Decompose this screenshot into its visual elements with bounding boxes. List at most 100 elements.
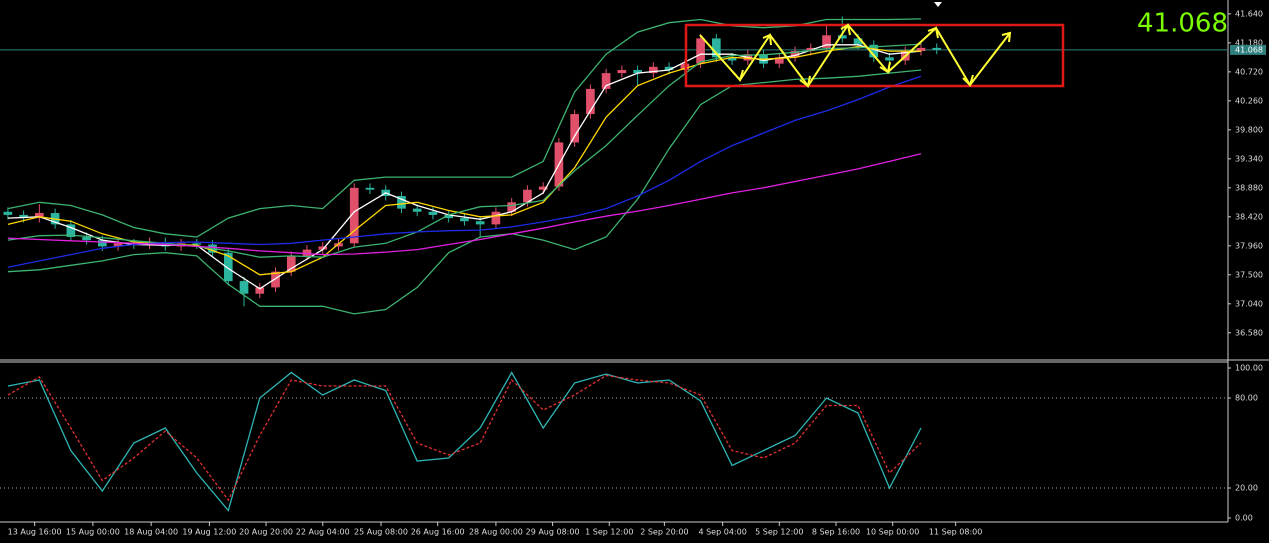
candle-body	[19, 214, 28, 219]
candle-body	[98, 240, 107, 247]
current-price-big: 41.068	[1137, 9, 1228, 39]
y-tick-label: 41.180	[1235, 38, 1263, 47]
candle-body	[790, 51, 800, 58]
arrow-head	[927, 26, 939, 39]
stochastic-line	[7, 371, 922, 512]
y-tick-label: 37.960	[1235, 241, 1263, 250]
candle-body	[696, 38, 705, 64]
x-tick-label: 29 Aug 08:00	[526, 528, 580, 537]
indicator-line	[7, 44, 922, 290]
candle-body	[82, 236, 91, 241]
candle-body	[271, 271, 280, 288]
candle-body	[3, 211, 13, 215]
x-tick-label: 13 Aug 16:00	[8, 528, 62, 537]
candle-body	[538, 186, 548, 190]
x-tick-label: 26 Aug 16:00	[411, 528, 465, 537]
candle-body	[444, 214, 454, 219]
candle-body	[334, 243, 343, 247]
candle-body	[586, 88, 595, 115]
candle-body	[617, 69, 627, 74]
indicator-line	[7, 75, 922, 268]
candle-body	[113, 243, 123, 247]
y-tick-label: 36.580	[1235, 328, 1263, 337]
candle-body	[192, 243, 202, 245]
marker	[934, 2, 942, 7]
candle-body	[223, 252, 233, 282]
candle-body	[885, 57, 894, 61]
y-tick-label: 38.420	[1235, 212, 1263, 221]
y-tick-label: 38.880	[1235, 183, 1263, 192]
candle-body	[633, 69, 642, 74]
x-tick-label: 19 Aug 12:00	[182, 528, 236, 537]
current-price-label: 41.068	[1235, 45, 1263, 54]
x-tick-label: 10 Sep 00:00	[866, 528, 919, 537]
y-tick-label: 100.00	[1235, 364, 1263, 373]
arrow-head	[762, 33, 772, 46]
x-tick-label: 25 Aug 08:00	[354, 528, 408, 537]
x-tick-label: 11 Sep 08:00	[929, 528, 982, 537]
current-price-box	[1230, 44, 1266, 55]
indicator-line	[7, 18, 922, 238]
y-tick-label: 41.640	[1235, 9, 1263, 18]
range-box	[684, 23, 1065, 88]
x-tick-label: 1 Sep 12:00	[585, 528, 633, 537]
candle-body	[460, 218, 469, 222]
indicator-line	[7, 153, 922, 256]
candle-body	[916, 47, 926, 52]
x-tick-label: 18 Aug 04:00	[124, 528, 178, 537]
y-tick-label: 39.800	[1235, 125, 1263, 134]
y-tick-label: 37.500	[1235, 270, 1263, 279]
x-tick-label: 28 Aug 00:00	[469, 528, 523, 537]
y-tick-label: 0.00	[1235, 514, 1253, 523]
y-tick-label: 37.040	[1235, 299, 1263, 308]
x-tick-label: 8 Sep 16:00	[812, 528, 860, 537]
candle-body	[774, 57, 784, 64]
x-tick-label: 20 Aug 20:00	[239, 528, 293, 537]
stochastic-line	[7, 374, 922, 502]
indicator-line	[7, 69, 922, 315]
candle-body	[853, 38, 863, 45]
candle-body	[302, 249, 312, 256]
y-tick-label: 80.00	[1235, 394, 1258, 403]
candle-body	[412, 208, 422, 212]
candle-body	[397, 196, 406, 209]
y-tick-label: 40.260	[1235, 96, 1263, 105]
arrow-head	[962, 74, 974, 87]
candle-body	[35, 213, 44, 219]
arrow-head	[1001, 31, 1012, 43]
y-tick-label: 20.00	[1235, 484, 1258, 493]
candle-body	[255, 287, 265, 294]
candle-body	[837, 35, 847, 39]
candle-body	[286, 255, 296, 272]
candle-body	[712, 38, 721, 58]
x-tick-label: 5 Sep 12:00	[755, 528, 803, 537]
arrow-head	[799, 75, 811, 88]
candle-body	[570, 114, 579, 143]
x-tick-label: 2 Sep 20:00	[640, 528, 688, 537]
candle-body	[822, 35, 831, 48]
y-tick-label: 39.340	[1235, 154, 1263, 163]
candle-body	[365, 187, 375, 190]
candle-body	[869, 44, 879, 58]
candle-body	[507, 202, 516, 212]
candle-body	[664, 66, 674, 70]
candle-body	[428, 211, 438, 215]
x-tick-label: 15 Aug 00:00	[66, 528, 120, 537]
candle-body	[932, 47, 942, 50]
arrow-head	[732, 69, 744, 83]
candle-body	[523, 189, 532, 203]
x-tick-label: 22 Aug 04:00	[296, 528, 350, 537]
candle-body	[475, 221, 485, 225]
candle-body	[66, 224, 76, 237]
candle-body	[727, 57, 737, 61]
candle-body	[349, 187, 359, 244]
y-tick-label: 40.720	[1235, 67, 1263, 76]
arrow-head	[879, 61, 891, 74]
candle-body	[318, 246, 328, 250]
candle-body	[491, 211, 501, 225]
marks: 41.640 41.180 40.720 40.260 39.800 39.340 38.8…	[0, 9, 1266, 537]
candle-body	[601, 73, 611, 89]
